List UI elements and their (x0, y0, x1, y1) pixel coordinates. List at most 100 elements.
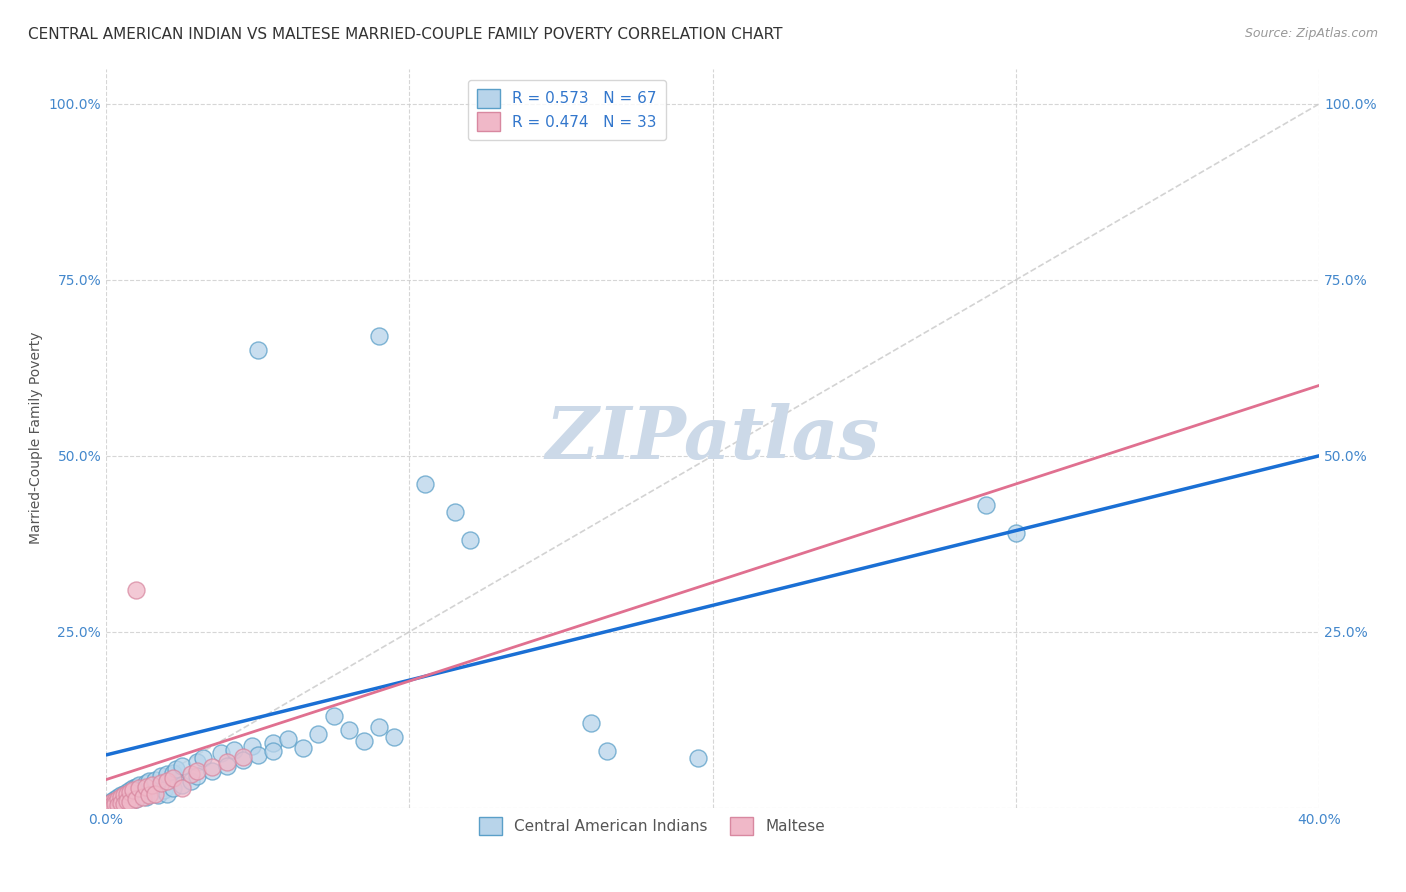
Point (112, 795, 135, 809)
Point (128, 778, 150, 792)
Point (382, 731, 405, 745)
Point (201, 760, 224, 774)
Point (368, 720, 391, 734)
Point (1005, 526, 1028, 541)
Point (186, 755, 208, 769)
Point (143, 772, 166, 787)
Point (146, 788, 169, 802)
Point (138, 788, 160, 802)
Point (353, 734, 375, 748)
Point (262, 744, 284, 758)
Point (307, 727, 329, 741)
Point (122, 783, 145, 797)
Point (686, 751, 709, 765)
Point (413, 476, 436, 491)
Point (101, 795, 124, 809)
Point (104, 792, 127, 806)
Point (135, 776, 157, 790)
Point (107, 797, 129, 812)
Point (104, 794, 127, 808)
Point (170, 780, 193, 795)
Point (135, 780, 157, 794)
Point (232, 753, 254, 767)
Point (101, 794, 124, 808)
Point (444, 505, 467, 519)
Point (125, 792, 148, 806)
Point (135, 790, 157, 805)
Text: ZIPatlas: ZIPatlas (546, 402, 880, 474)
Point (104, 797, 127, 811)
Point (122, 790, 145, 805)
Point (98, 797, 121, 812)
Point (458, 533, 481, 548)
Point (170, 758, 193, 772)
Point (240, 739, 263, 753)
Point (152, 783, 174, 797)
Point (156, 767, 179, 781)
Text: CENTRAL AMERICAN INDIAN VS MALTESE MARRIED-COUPLE FAMILY POVERTY CORRELATION CHA: CENTRAL AMERICAN INDIAN VS MALTESE MARRI… (28, 27, 783, 42)
Point (209, 746, 232, 760)
Point (112, 787, 135, 801)
Point (162, 771, 184, 785)
Point (162, 765, 184, 780)
Point (156, 774, 179, 789)
Point (125, 792, 148, 806)
Point (107, 792, 129, 806)
Point (277, 731, 299, 746)
Point (117, 794, 139, 808)
Point (107, 790, 129, 805)
Point (186, 764, 208, 779)
Point (217, 758, 239, 772)
Point (104, 796, 127, 810)
Point (117, 785, 139, 799)
Point (122, 780, 145, 795)
Point (149, 769, 172, 783)
Point (193, 751, 215, 765)
Point (149, 776, 172, 790)
Point (120, 783, 142, 797)
Point (120, 795, 142, 809)
Point (110, 788, 132, 802)
Point (201, 764, 224, 779)
Point (246, 747, 269, 762)
Point (165, 762, 187, 776)
Point (337, 723, 360, 738)
Point (322, 709, 344, 723)
Point (107, 797, 129, 812)
Point (120, 785, 142, 799)
Legend: Central American Indians, Maltese: Central American Indians, Maltese (470, 807, 835, 845)
Point (131, 788, 153, 802)
Point (186, 769, 208, 783)
Point (117, 787, 139, 801)
Text: Source: ZipAtlas.com: Source: ZipAtlas.com (1244, 27, 1378, 40)
Point (222, 743, 245, 757)
Point (262, 736, 284, 750)
Point (101, 795, 124, 809)
Point (232, 750, 254, 764)
Point (120, 794, 142, 808)
Point (974, 498, 997, 512)
Point (110, 794, 132, 808)
Point (292, 740, 315, 755)
Point (98, 797, 121, 812)
Point (143, 787, 166, 801)
Point (110, 796, 132, 810)
Point (128, 780, 150, 795)
Point (138, 774, 160, 789)
Point (595, 744, 617, 758)
Point (156, 787, 179, 801)
Point (141, 785, 163, 799)
Point (162, 780, 184, 795)
Point (112, 797, 135, 811)
Point (180, 767, 202, 781)
Point (368, 329, 391, 343)
Point (112, 788, 135, 802)
Point (217, 755, 239, 769)
Point (246, 343, 269, 358)
Y-axis label: Married-Couple Family Poverty: Married-Couple Family Poverty (30, 332, 44, 544)
Point (110, 790, 132, 805)
Point (117, 792, 139, 806)
Point (131, 790, 153, 805)
Point (101, 797, 124, 812)
Point (125, 582, 148, 597)
